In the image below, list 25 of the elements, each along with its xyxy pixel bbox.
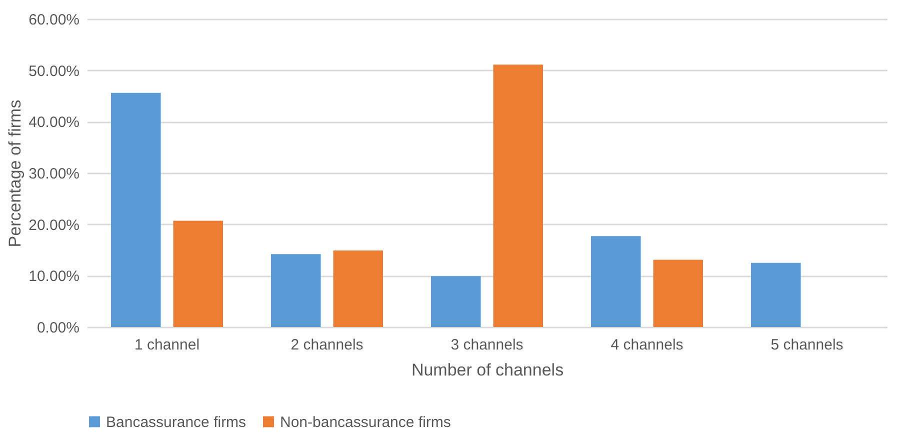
bar [751,262,801,327]
x-tick-label: 1 channel [134,336,200,354]
y-tick-label: 60.00% [28,12,80,28]
x-axis-title: Number of channels [411,360,564,380]
y-tick-label: 40.00% [28,114,80,132]
bar [493,64,543,327]
bar [653,260,703,327]
y-tick-label: 50.00% [28,62,80,80]
legend-label: Non-bancassurance firms [280,414,451,431]
bar [271,254,321,327]
y-tick-label: 10.00% [28,268,80,286]
y-tick-label: 20.00% [28,216,80,234]
bar [111,92,161,327]
x-tick-label: 2 channels [290,336,364,354]
y-axis-title: Percentage of firms [6,100,25,248]
bar [591,236,641,327]
y-tick-label: 30.00% [28,166,80,182]
x-tick-label: 3 channels [450,336,524,354]
y-tick-label: 0.00% [36,320,80,336]
bar [173,220,223,327]
bar [333,250,383,327]
bar [431,276,481,327]
x-tick-label: 4 channels [610,336,684,354]
x-tick-label: 5 channels [770,336,844,354]
legend-label: Bancassurance firms [106,414,246,431]
